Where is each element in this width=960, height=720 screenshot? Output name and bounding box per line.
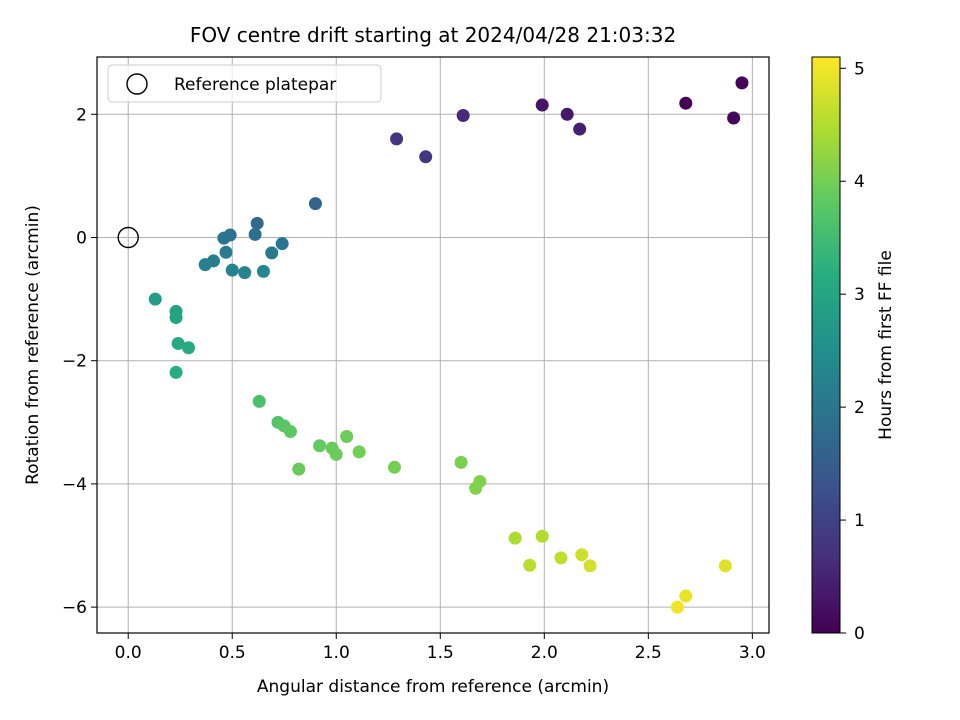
scatter-point (292, 462, 306, 476)
scatter-point (535, 529, 549, 543)
x-axis-ticks: 0.0 0.5 1.0 1.5 2.0 2.5 3.0 (115, 633, 766, 663)
colorbar-tick-label: 1 (854, 511, 865, 531)
scatter-point (670, 600, 684, 614)
scatter-points (148, 76, 749, 614)
legend-box (107, 64, 382, 103)
scatter-point (679, 96, 693, 110)
x-tick-label: 2.5 (635, 643, 662, 663)
scatter-point (148, 292, 162, 306)
scatter-point (419, 150, 433, 164)
scatter-point (340, 429, 354, 443)
legend: Reference platepar (107, 64, 382, 103)
x-tick-label: 0.0 (115, 643, 142, 663)
scatter-point (256, 264, 270, 278)
legend-reference-icon (126, 73, 148, 95)
reference-marker-group (117, 226, 139, 249)
legend-label: Reference platepar (174, 75, 336, 95)
colorbar (811, 56, 841, 634)
scatter-point (169, 365, 183, 379)
scatter-point (169, 311, 183, 325)
scatter-point (248, 227, 262, 241)
grid (97, 57, 769, 633)
scatter-point (313, 439, 327, 453)
x-tick-label: 0.5 (219, 643, 246, 663)
scatter-point (554, 551, 568, 565)
x-axis-label: Angular distance from reference (arcmin) (257, 677, 609, 697)
colorbar-tick-label: 2 (854, 398, 865, 418)
scatter-point (308, 197, 322, 211)
colorbar-tick-label: 5 (854, 59, 865, 79)
scatter-point (219, 245, 233, 259)
colorbar-tick-label: 3 (854, 285, 865, 305)
scatter-point (283, 425, 297, 439)
colorbar-tick-label: 0 (854, 624, 865, 644)
y-axis-label: Rotation from reference (arcmin) (23, 205, 43, 485)
colorbar-tick-label: 4 (854, 172, 865, 192)
x-tick-label: 1.5 (427, 643, 454, 663)
scatter-point (575, 548, 589, 562)
scatter-point (198, 258, 212, 272)
y-tick-label: 0 (76, 229, 87, 249)
chart-title: FOV centre drift starting at 2024/04/28 … (190, 23, 676, 47)
scatter-point (523, 558, 537, 572)
scatter-point (390, 132, 404, 146)
scatter-point (573, 122, 587, 136)
scatter-point (735, 76, 749, 90)
scatter-point (535, 98, 549, 112)
y-axis-ticks: 2 0 −2 −4 −6 (62, 105, 97, 618)
scatter-point (727, 111, 741, 125)
scatter-point (225, 263, 239, 277)
scatter-point (217, 231, 231, 245)
scatter-point (275, 237, 289, 251)
scatter-point (182, 341, 196, 355)
scatter-point (171, 336, 185, 350)
scatter-point (679, 589, 693, 603)
y-tick-label: −4 (62, 475, 87, 495)
scatter-point (388, 460, 402, 474)
scatter-point (265, 246, 279, 260)
scatter-point (250, 216, 264, 230)
y-tick-label: −6 (62, 598, 87, 618)
plot-frame (96, 56, 770, 634)
x-tick-label: 2.0 (531, 643, 558, 663)
y-tick-label: 2 (76, 105, 87, 125)
scatter-point (469, 481, 483, 495)
scatter-point (508, 531, 522, 545)
x-tick-label: 1.0 (323, 643, 350, 663)
scatter-point (583, 559, 597, 573)
scatter-point (329, 447, 343, 461)
scatter-point (352, 445, 366, 459)
scatter-point (456, 109, 470, 123)
colorbar-ticks: 0 1 2 3 4 5 (840, 59, 865, 644)
scatter-point (238, 266, 252, 280)
y-tick-label: −2 (62, 352, 87, 372)
scatter-point (560, 107, 574, 121)
scatter-point (252, 394, 266, 408)
scatter-point (454, 455, 468, 469)
reference-platepar-marker (117, 226, 139, 249)
x-tick-label: 3.0 (739, 643, 766, 663)
colorbar-label: Hours from first FF file (876, 250, 896, 440)
scatter-point (718, 559, 732, 573)
